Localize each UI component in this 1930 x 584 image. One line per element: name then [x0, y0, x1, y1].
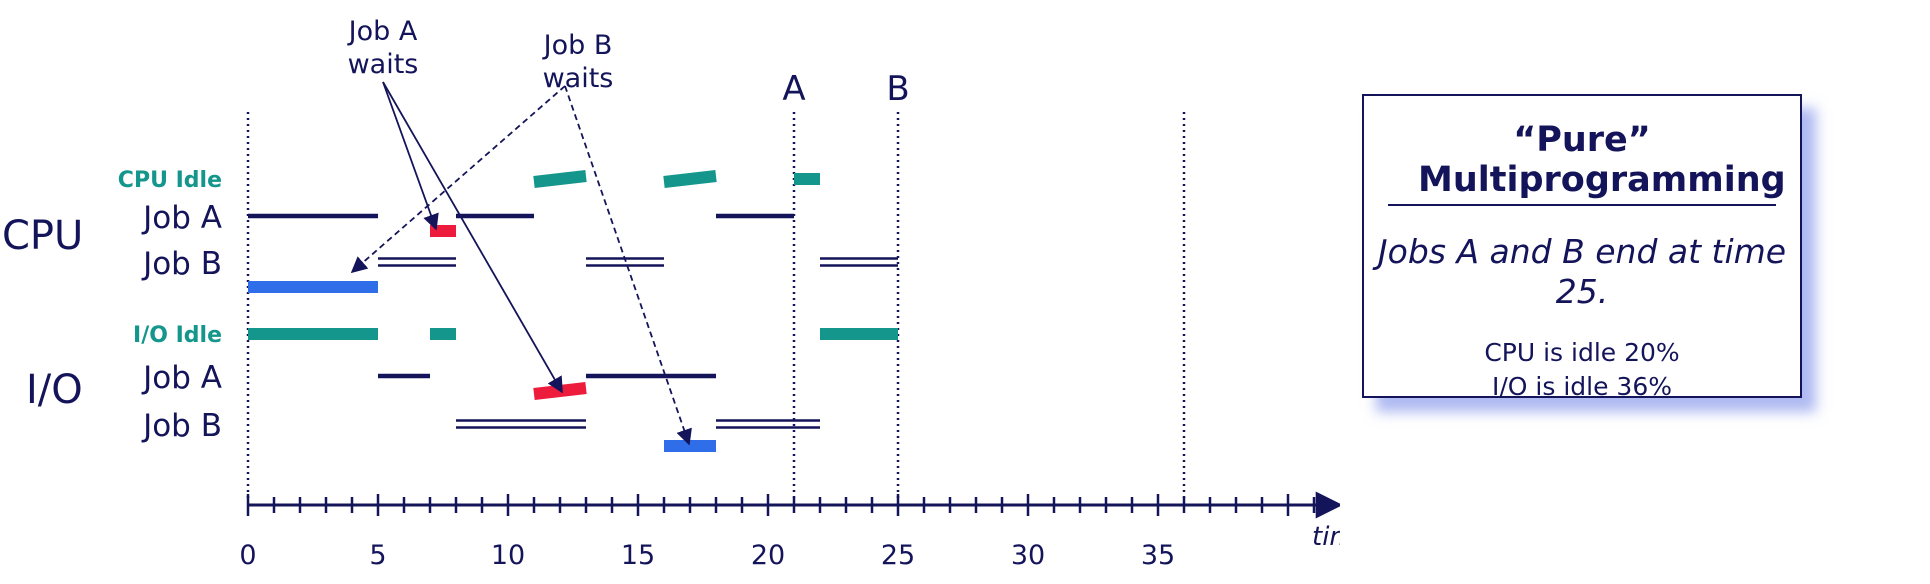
summary-stat-io-idle: I/O is idle 36% [1492, 372, 1672, 401]
summary-box: “Pure” Multiprogramming Jobs A and B end… [1362, 94, 1802, 401]
annotation-arrow-1-cpu_b [350, 85, 566, 274]
summary-title: “Pure” Multiprogramming [1388, 120, 1786, 206]
segment-cpu_b-run_double-5 [378, 257, 456, 267]
annotation-line: waits [543, 63, 614, 94]
time-tick-label-15: 15 [621, 540, 655, 571]
annotation-arrow-0-cpu_a [382, 81, 439, 231]
summary-stat-cpu-idle: CPU is idle 20% [1484, 338, 1680, 367]
time-axis-label: time [1312, 522, 1340, 552]
segment-cpu_b-run_double-22 [820, 257, 898, 267]
time-tick-label-0: 0 [239, 540, 256, 571]
group-label-cpu: CPU [2, 213, 83, 259]
time-tick-label-5: 5 [369, 540, 386, 571]
segment-io_b-run_double-8 [456, 419, 586, 429]
annotation-line: Job B [542, 30, 613, 61]
annotation-arrow-1-io_b [564, 85, 692, 446]
group-label-io: I/O [26, 367, 83, 413]
time-tick-label-10: 10 [491, 540, 525, 571]
time-marker-label-A: A [782, 69, 805, 109]
time-tick-label-20: 20 [751, 540, 785, 571]
row-label-cpu_b: Job B [141, 246, 222, 282]
row-label-cpu_idle: CPU Idle [118, 168, 222, 193]
row-label-io_a: Job A [141, 360, 222, 396]
summary-stats: CPU is idle 20% I/O is idle 36% [1364, 336, 1800, 404]
row-label-io_b: Job B [141, 408, 222, 444]
summary-statement: Jobs A and B end at time 25. [1377, 232, 1787, 311]
annotation-line: waits [348, 49, 419, 80]
time-marker-label-B: B [886, 69, 909, 109]
annotation-line: Job A [347, 16, 418, 47]
time-tick-label-35: 35 [1141, 540, 1175, 571]
row-label-cpu_a: Job A [141, 200, 222, 236]
segment-io_b-run_double-18 [716, 419, 820, 429]
segment-cpu_idle-idle-16 [663, 170, 717, 188]
time-tick-label-25: 25 [881, 540, 915, 571]
summary-title-line2: Multiprogramming [1418, 160, 1786, 200]
time-tick-label-30: 30 [1011, 540, 1045, 571]
segment-cpu_idle-idle-11 [533, 170, 587, 188]
summary-title-line1: “Pure” [1513, 120, 1651, 160]
annotation-arrow-0-io_a [382, 81, 563, 394]
row-label-io_idle: I/O Idle [133, 323, 222, 348]
